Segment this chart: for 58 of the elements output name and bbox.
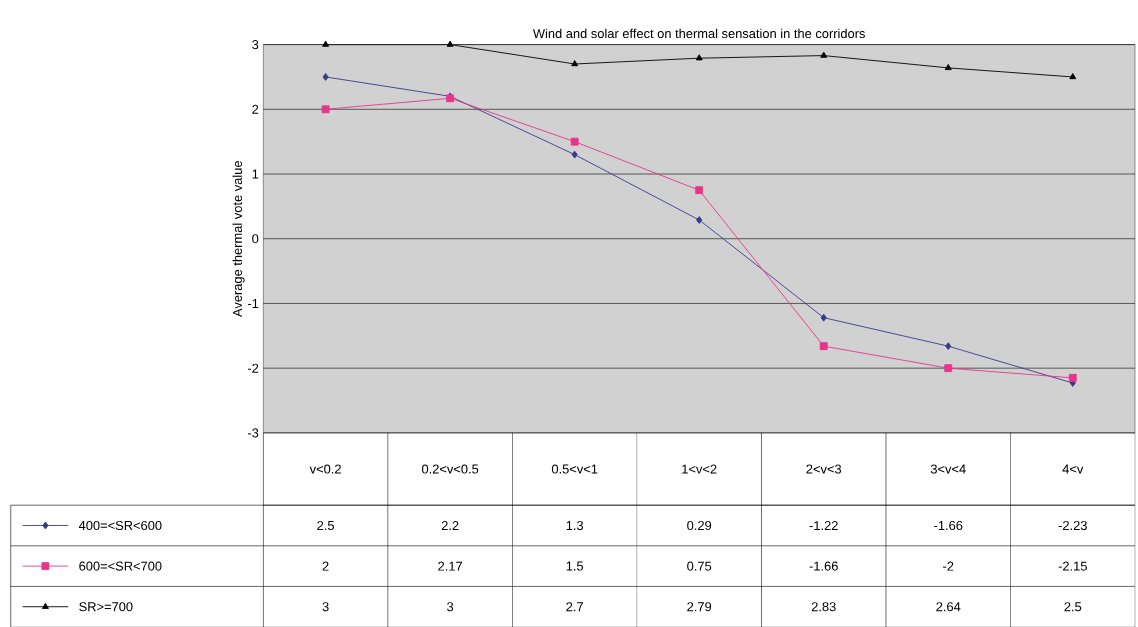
data-label: -1.66: [934, 520, 963, 531]
data-label: -1.22: [809, 520, 838, 530]
legend-label: 400=<SR<600: [78, 520, 162, 531]
point: [1069, 73, 1077, 80]
point: [944, 63, 952, 71]
point: [571, 60, 579, 67]
data-label: 3: [447, 602, 454, 612]
y-axis-title: Average thermal vote value: [232, 161, 245, 317]
x-tick-label: 2<v<3: [806, 464, 842, 474]
x-tick-label: 0.5<v<1: [551, 464, 598, 474]
point: [944, 364, 953, 373]
y-tick-label: -3: [247, 428, 259, 438]
x-tick-label: 3<v<4: [930, 464, 966, 474]
chart-title: Wind and solar effect on thermal sensation in the corridors: [532, 28, 865, 39]
y-tick-label: 0: [252, 234, 259, 244]
point: [819, 342, 828, 351]
data-label: -1.66: [809, 561, 838, 571]
data-label: 1.3: [566, 520, 584, 531]
point: [446, 40, 454, 47]
x-tick-label: 4<v: [1062, 464, 1084, 474]
data-label: 2.79: [687, 602, 712, 612]
point: [696, 216, 703, 224]
point: [322, 73, 329, 81]
data-label: 2.17: [438, 561, 463, 571]
data-label: 2.2: [441, 520, 459, 530]
x-tick-label: 1<v<2: [682, 464, 717, 474]
y-tick-label: -2: [247, 363, 259, 373]
point: [820, 313, 827, 322]
y-tick-label: 3: [252, 40, 259, 50]
x-tick-label: v<0.2: [309, 464, 341, 474]
data-label: 2.5: [317, 520, 335, 531]
point: [820, 51, 828, 58]
point: [571, 150, 578, 159]
y-tick-label: 2: [252, 104, 259, 114]
x-tick-label: 0.2<v<0.5: [421, 464, 479, 474]
point: [945, 342, 952, 351]
data-label: 2: [322, 561, 329, 571]
data-label: 2.7: [566, 602, 583, 612]
point: [695, 186, 704, 195]
point: [321, 105, 330, 114]
point: [695, 54, 703, 61]
data-label: -2: [943, 561, 954, 571]
point: [1068, 373, 1077, 382]
data-label: 0.75: [687, 561, 712, 571]
data-label: 2.64: [936, 602, 961, 612]
point: [570, 137, 579, 146]
y-tick-label: 1: [252, 169, 259, 179]
data-label: 0.29: [687, 520, 712, 531]
data-label: 1.5: [566, 561, 584, 571]
data-label: -2.23: [1058, 520, 1087, 531]
data-label: 3: [322, 602, 329, 612]
data-label: 2.83: [811, 602, 836, 612]
data-label: 2.5: [1064, 602, 1082, 612]
legend-label: 600=<SR<700: [79, 561, 162, 571]
legend-label: SR>=700: [79, 602, 133, 612]
y-tick-label: -1: [247, 299, 259, 308]
data-label: -2.15: [1058, 561, 1087, 571]
point: [322, 40, 330, 47]
